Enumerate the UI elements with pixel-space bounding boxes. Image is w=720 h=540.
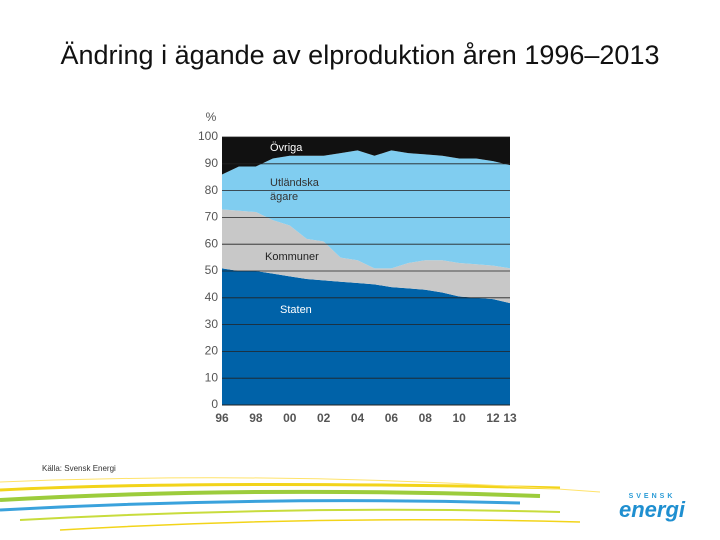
x-tick-label: 96 (215, 411, 229, 425)
series-label-line: Övriga (270, 142, 303, 154)
series-label-line: ägare (270, 191, 298, 203)
y-tick-label: 40 (205, 290, 219, 304)
y-tick-label: 20 (205, 344, 219, 358)
logo-top: SVENSK (629, 493, 676, 500)
area (222, 209, 510, 304)
x-tick-label: 00 (283, 411, 297, 425)
x-tick-label: 10 (452, 411, 466, 425)
x-tick-label: 12 (486, 411, 500, 425)
y-tick-label: 90 (205, 156, 219, 170)
y-tick-label: 30 (205, 317, 219, 331)
decoration (0, 477, 601, 531)
logo-text: energi (619, 497, 686, 522)
y-tick-label: 50 (205, 263, 219, 277)
source-note: Källa: Svensk Energi (42, 464, 116, 473)
x-tick-label: 98 (249, 411, 263, 425)
slide-title: Ändring i ägande av elproduktion åren 19… (61, 40, 660, 70)
x-tick-label: 08 (419, 411, 433, 425)
series-label: Övriga (270, 142, 303, 154)
series-label: Staten (280, 304, 312, 316)
y-tick-label: 60 (205, 236, 219, 250)
area (222, 150, 510, 269)
x-tick-label: 02 (317, 411, 331, 425)
series-label-line: Utländska (270, 177, 320, 189)
area (222, 137, 510, 175)
series-label: Kommuner (265, 251, 319, 263)
y-tick-label: 100 (198, 129, 218, 143)
x-tick-label: 06 (385, 411, 399, 425)
area (222, 268, 510, 405)
x-tick-label: 04 (351, 411, 365, 425)
y-tick-label: 80 (205, 183, 219, 197)
x-tick-label: 13 (503, 411, 517, 425)
y-tick-label: 0 (211, 397, 218, 411)
y-axis-label: % (206, 110, 217, 124)
series-label-line: Staten (280, 304, 312, 316)
series-label-line: Kommuner (265, 251, 319, 263)
y-tick-label: 10 (205, 370, 219, 384)
series-label: Utländska ägare (270, 177, 320, 203)
y-tick-label: 70 (205, 210, 219, 224)
